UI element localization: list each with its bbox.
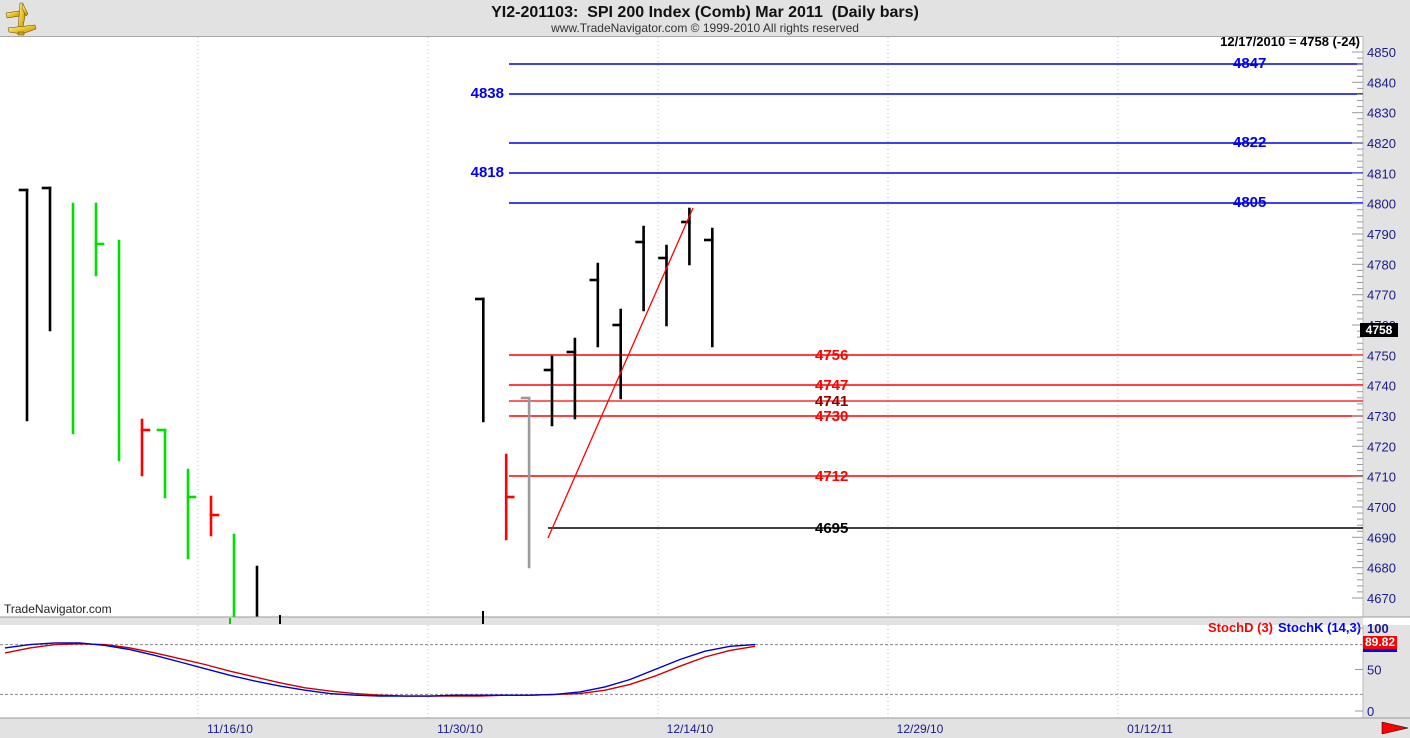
svg-text:4805: 4805 [1233,194,1266,211]
svg-text:4822: 4822 [1233,134,1266,151]
svg-text:www.TradeNavigator.com © 1999-: www.TradeNavigator.com © 1999-2010 All r… [550,21,859,35]
svg-text:4818: 4818 [471,164,504,181]
svg-text:12/14/10: 12/14/10 [667,722,714,736]
svg-text:4800: 4800 [1367,197,1396,212]
svg-text:4730: 4730 [1367,409,1396,424]
svg-text:4730: 4730 [815,408,848,425]
svg-text:StochD (3): StochD (3) [1208,620,1273,635]
svg-text:4838: 4838 [471,85,504,102]
svg-text:4750: 4750 [1367,348,1396,363]
svg-text:01/12/11: 01/12/11 [1127,722,1173,736]
svg-text:4780: 4780 [1367,257,1396,272]
svg-text:4756: 4756 [815,347,848,364]
svg-text:4847: 4847 [1233,55,1266,72]
svg-text:0: 0 [1367,704,1374,719]
svg-text:12/17/2010 = 4758 (-24): 12/17/2010 = 4758 (-24) [1220,34,1360,49]
svg-text:4695: 4695 [815,520,848,537]
svg-text:89.82: 89.82 [1365,635,1395,649]
svg-text:TradeNavigator.com: TradeNavigator.com [4,602,112,616]
svg-text:4770: 4770 [1367,288,1396,303]
svg-text:50: 50 [1367,663,1381,678]
svg-text:4680: 4680 [1367,561,1396,576]
svg-text:4820: 4820 [1367,136,1396,151]
svg-text:4670: 4670 [1367,591,1396,606]
svg-text:4790: 4790 [1367,227,1396,242]
svg-text:4720: 4720 [1367,439,1396,454]
svg-text:11/30/10: 11/30/10 [437,722,483,736]
svg-text:StochK (14,3): StochK (14,3) [1278,620,1361,635]
svg-text:4810: 4810 [1367,166,1396,181]
svg-text:4830: 4830 [1367,106,1396,121]
svg-text:4747: 4747 [815,377,848,394]
svg-text:100: 100 [1367,621,1389,636]
svg-text:4700: 4700 [1367,500,1396,515]
svg-text:4710: 4710 [1367,470,1396,485]
svg-text:YI2-201103: SPI 200 Index (Co: YI2-201103: SPI 200 Index (Comb) Mar 201… [491,4,919,21]
svg-text:4690: 4690 [1367,530,1396,545]
svg-text:4850: 4850 [1367,45,1396,60]
svg-text:4840: 4840 [1367,75,1396,90]
svg-text:4758: 4758 [1366,323,1393,337]
svg-text:4712: 4712 [815,468,848,485]
svg-text:12/29/10: 12/29/10 [897,722,944,736]
svg-text:11/16/10: 11/16/10 [207,722,253,736]
svg-text:4740: 4740 [1367,379,1396,394]
